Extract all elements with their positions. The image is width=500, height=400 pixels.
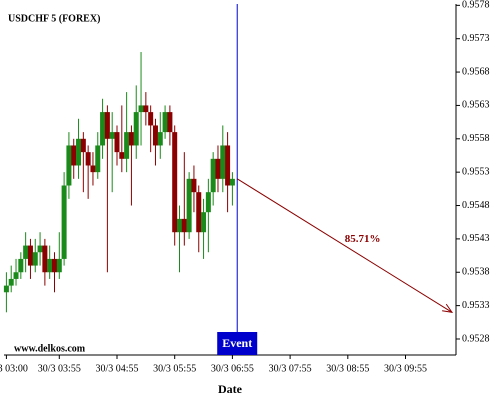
chart-title: USDCHF 5 (FOREX) [8,13,100,24]
y-tick-label: 0.9553 [462,166,490,177]
candle-body [229,178,235,186]
candle-body [162,112,168,133]
x-tick-label: 30/3 06:55 [211,363,254,374]
candle-body [177,218,183,233]
x-tick-label: 30/3 09:55 [384,363,427,374]
y-tick-label: 0.9558 [462,133,490,144]
candle-body [61,185,67,259]
x-tick-label: 30/3 03:00 [0,363,28,374]
candle-body [3,285,9,293]
candle-body [109,132,115,139]
event-box [217,332,258,355]
candle-body [51,258,57,273]
candle-body [80,138,86,153]
candle-body [210,158,216,193]
arrow-head [442,303,454,313]
candle-body [90,165,96,173]
y-tick-label: 0.9563 [462,100,490,111]
candle-body [104,112,110,139]
x-tick-label: 30/3 08:55 [326,363,369,374]
watermark: www.delkos.com [14,343,86,354]
x-tick-label: 30/3 03:55 [38,363,81,374]
y-tick-label: 0.9543 [462,233,490,244]
y-tick-label: 0.9573 [462,33,490,44]
candle-body [172,132,178,233]
candle-body [143,105,149,113]
candle-body [181,218,187,233]
candle-body [220,145,226,179]
candle-body [27,245,33,266]
candle-body [138,105,144,113]
candle-body [152,125,158,146]
x-tick-label: 30/3 04:55 [95,363,138,374]
candle-body [157,132,163,146]
candle-body [114,132,120,153]
y-tick-label: 0.9533 [462,300,490,311]
y-tick-label: 0.9568 [462,66,490,77]
candle-body [119,152,125,159]
candle-body [47,258,53,273]
candle-body [66,145,72,186]
candle-body [148,112,154,126]
forecast-arrow [236,178,453,313]
candle-body [85,152,91,166]
candle-body [71,145,77,166]
candle-body [32,252,38,266]
candle-body [196,192,202,233]
candle-body [13,272,19,279]
forecast-label: 85.71% [345,233,381,245]
candle-body [186,178,192,233]
candle-body [23,245,29,259]
candle-body [37,245,43,253]
candle-body [133,112,139,146]
candle-body [225,145,231,186]
candle-body [128,132,134,146]
event-label: Event [222,336,252,350]
candle-body [42,245,48,273]
y-tick-label: 0.9528 [462,333,490,344]
candle-body [95,145,101,173]
x-tick-label: 30/3 05:55 [153,363,196,374]
y-tick-label: 0.9538 [462,267,490,278]
x-tick-label: 30/3 07:55 [269,363,312,374]
candle-body [76,138,82,166]
candle-body [167,112,173,133]
candle-body [215,158,221,179]
candle-body [191,178,197,193]
candle-body [124,132,130,159]
candle-body [100,112,106,146]
y-tick-label: 0.9548 [462,200,490,211]
y-tick-label: 0.9578 [462,0,490,11]
candle-body [201,212,207,233]
candle-body [205,192,211,213]
x-axis-label: Date [218,382,243,396]
candle-body [8,278,14,286]
candle-body [56,258,62,273]
candle-body [18,258,24,273]
